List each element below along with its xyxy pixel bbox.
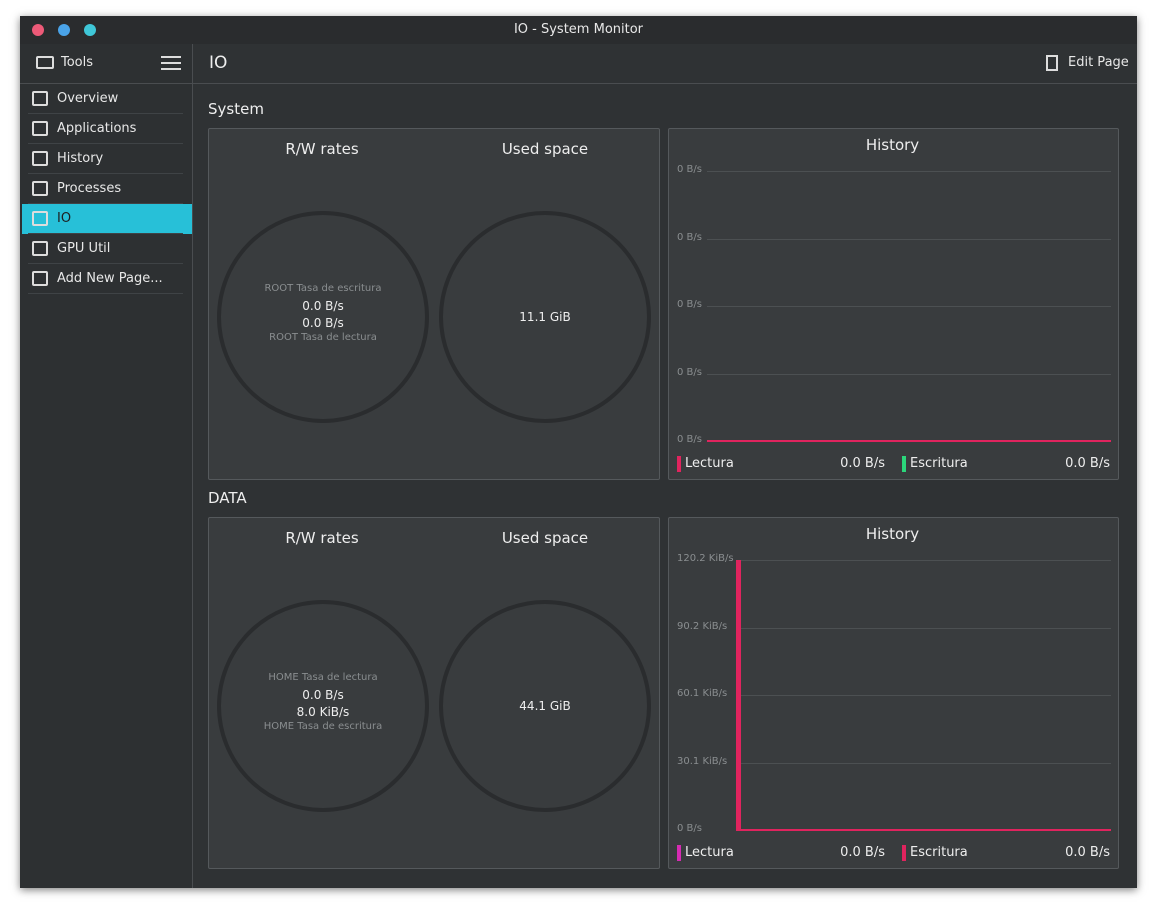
y-tick-label: 0 B/s xyxy=(677,434,702,445)
window-title: IO - System Monitor xyxy=(513,22,644,37)
rw-label: 0.0 B/s xyxy=(302,316,344,330)
edit-page-button[interactable]: Edit Page xyxy=(1068,55,1129,70)
window: IO - System Monitor Tools IO Edit Page O… xyxy=(20,16,1137,888)
nav-separator xyxy=(28,143,183,144)
y-tick-label: 0 B/s xyxy=(677,164,702,175)
nav-icon xyxy=(32,241,48,256)
rw-title: R/W rates xyxy=(285,529,359,547)
nav-icon xyxy=(32,121,48,136)
rw-label: 0.0 B/s xyxy=(302,299,344,313)
minimize-button[interactable] xyxy=(58,24,70,36)
section-title: System xyxy=(208,100,264,118)
nav-item[interactable]: Add New Page... xyxy=(57,271,163,286)
nav-separator xyxy=(28,263,183,264)
nav-item[interactable]: Applications xyxy=(57,121,137,136)
header-separator xyxy=(20,83,1137,84)
section-title: DATA xyxy=(208,489,247,507)
grid-line xyxy=(707,306,1111,307)
title-bar xyxy=(20,16,1137,44)
rw-label: ROOT Tasa de lectura xyxy=(269,332,377,343)
nav-separator xyxy=(28,203,183,204)
nav-icon xyxy=(32,181,48,196)
legend-swatch xyxy=(677,456,681,472)
legend-value: 0.0 B/s xyxy=(1065,845,1110,860)
rw-label: 0.0 B/s xyxy=(302,688,344,702)
y-tick-label: 0 B/s xyxy=(677,231,702,243)
y-tick-label: 0 B/s xyxy=(677,299,702,310)
rw-gauge xyxy=(217,600,429,812)
nav-item[interactable]: Overview xyxy=(57,91,119,106)
series-line xyxy=(707,440,1111,442)
y-tick-label: 0 B/s xyxy=(677,366,702,378)
legend-swatch xyxy=(902,845,906,861)
nav-icon xyxy=(32,211,48,226)
rw-label: HOME Tasa de escritura xyxy=(263,721,383,732)
nav-icon xyxy=(32,271,48,286)
used-title: Used space xyxy=(501,529,589,547)
rw-gauge xyxy=(217,211,429,423)
sidebar-header[interactable]: Tools xyxy=(61,55,94,70)
history-panel xyxy=(668,128,1119,480)
y-tick-label: 90.2 KiB/s xyxy=(677,620,728,632)
legend-value: 0.0 B/s xyxy=(840,845,885,860)
maximize-button[interactable] xyxy=(84,24,96,36)
used-value: 11.1 GiB xyxy=(519,310,571,324)
grid-line xyxy=(737,560,1111,561)
legend-name: Lectura xyxy=(685,456,734,471)
nav-separator xyxy=(28,233,183,234)
used-title: Used space xyxy=(501,140,589,158)
series-line xyxy=(736,829,1111,831)
y-tick-label: 30.1 KiB/s xyxy=(677,755,728,767)
edit-icon xyxy=(1046,55,1058,71)
y-tick-label: 120.2 KiB/s xyxy=(677,553,734,564)
rw-label: 8.0 KiB/s xyxy=(296,705,350,719)
legend-swatch xyxy=(677,845,681,861)
grid-line xyxy=(707,373,1111,375)
nav-icon xyxy=(32,91,48,106)
history-panel xyxy=(668,517,1119,869)
nav-icon xyxy=(32,151,48,166)
legend-name: Escritura xyxy=(910,845,968,860)
rw-label: HOME Tasa de lectura xyxy=(268,672,378,683)
rw-label: ROOT Tasa de escritura xyxy=(264,283,382,294)
grid-line xyxy=(707,171,1111,172)
sidebar xyxy=(20,44,193,888)
y-tick-label: 60.1 KiB/s xyxy=(677,688,728,699)
legend-name: Escritura xyxy=(910,456,968,471)
page-title: IO xyxy=(209,53,228,73)
y-tick-label: 0 B/s xyxy=(677,823,702,834)
history-title: History xyxy=(865,136,920,154)
nav-item[interactable]: IO xyxy=(57,211,72,226)
close-button[interactable] xyxy=(32,24,44,36)
used-gauge xyxy=(439,211,651,423)
legend-value: 0.0 B/s xyxy=(1065,456,1110,471)
nav-item[interactable]: GPU Util xyxy=(57,241,111,256)
tools-icon xyxy=(36,56,54,69)
used-value: 44.1 GiB xyxy=(519,699,571,713)
legend-value: 0.0 B/s xyxy=(840,456,885,471)
series-spike xyxy=(736,560,741,830)
legend-name: Lectura xyxy=(685,845,734,860)
grid-line xyxy=(707,238,1111,240)
nav-separator xyxy=(28,293,183,294)
used-gauge xyxy=(439,600,651,812)
history-title: History xyxy=(865,525,920,543)
menu-button[interactable] xyxy=(161,56,181,58)
rw-title: R/W rates xyxy=(285,140,359,158)
grid-line xyxy=(737,627,1111,629)
nav-item[interactable]: Processes xyxy=(57,181,122,196)
grid-line xyxy=(737,762,1111,764)
grid-line xyxy=(737,695,1111,696)
nav-separator xyxy=(28,113,183,114)
legend-swatch xyxy=(902,456,906,472)
nav-separator xyxy=(28,173,183,174)
selected-background xyxy=(22,204,192,234)
nav-item[interactable]: History xyxy=(57,151,104,166)
